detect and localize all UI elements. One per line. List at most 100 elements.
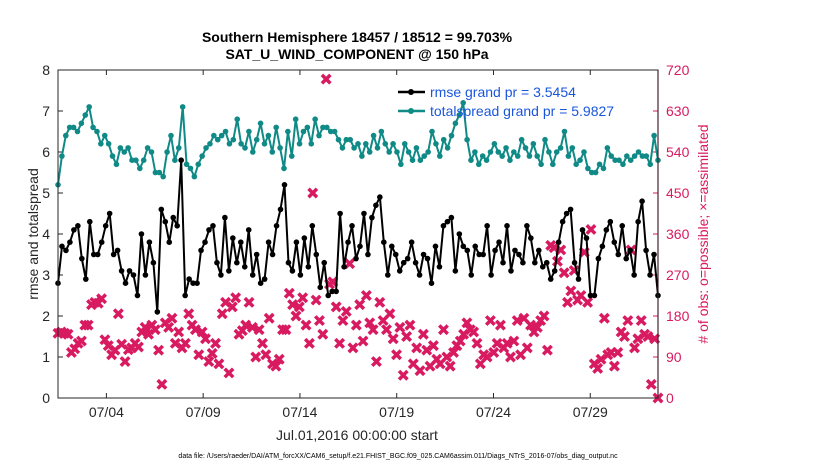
rmse-point	[214, 259, 220, 266]
totalspread-point	[288, 153, 295, 159]
obs-assimilated-marker	[387, 333, 399, 345]
obs-assimilated-marker	[367, 324, 379, 336]
totalspread-point	[390, 141, 396, 147]
rmse-point	[484, 223, 490, 229]
obs-assimilated-marker	[424, 360, 436, 372]
rmse-point	[579, 227, 586, 233]
x-axis-ticks: 07/04 07/09 07/14 07/19 07/24 07/29	[89, 70, 608, 420]
rmse-point	[480, 251, 486, 258]
rmse-point	[59, 243, 65, 250]
x-tick-label: 07/19	[379, 404, 414, 420]
rmse-point	[440, 223, 447, 229]
obs-assimilated-marker	[213, 358, 225, 370]
obs-assimilated-marker	[468, 326, 480, 338]
rmse-point	[249, 272, 256, 278]
rmse-point	[102, 223, 109, 229]
obs-assimilated-marker	[149, 324, 161, 336]
obs-assimilated-marker	[173, 326, 185, 338]
obs-assimilated-marker	[280, 324, 292, 336]
obs-assimilated-marker	[283, 287, 295, 299]
obs-assimilated-marker	[153, 344, 165, 356]
obs-assimilated-marker	[394, 321, 406, 333]
rmse-point	[166, 239, 173, 245]
obs-assimilated-marker	[206, 347, 218, 359]
rmse-point	[488, 272, 494, 278]
totalspread-point	[230, 136, 237, 143]
rmse-point	[476, 251, 482, 258]
rmse-point	[194, 280, 200, 287]
totalspread-point	[70, 124, 77, 131]
rmse-point	[385, 272, 391, 278]
rmse-point	[559, 218, 566, 225]
rmse-point	[528, 235, 534, 241]
totalspread-point	[616, 157, 622, 163]
totalspread-point	[557, 145, 564, 151]
totalspread-point	[495, 149, 502, 155]
obs-assimilated-marker	[250, 351, 262, 363]
rmse-point	[452, 268, 459, 274]
footer-data-file: data file: /Users/raeder/DAI/ATM_forcXX/…	[178, 453, 618, 460]
totalspread-point	[121, 149, 128, 155]
obs-assimilated-marker	[256, 337, 268, 349]
rmse-point	[261, 276, 268, 282]
totalspread-point	[62, 132, 69, 139]
totalspread-point	[585, 165, 591, 172]
rmse-point	[404, 255, 411, 262]
obs-assimilated-marker	[210, 337, 222, 349]
obs-assimilated-marker	[417, 328, 429, 340]
totalspread-point	[581, 149, 587, 155]
totalspread-point	[285, 128, 291, 135]
totalspread-point	[596, 161, 603, 168]
totalspread-point	[304, 124, 311, 131]
rmse-point	[345, 239, 351, 245]
obs-assimilated-marker	[303, 337, 315, 349]
y-left-tick-label: 5	[42, 185, 50, 201]
totalspread-point	[226, 141, 233, 147]
rmse-point	[500, 259, 506, 266]
rmse-point	[432, 243, 439, 250]
rmse-point	[170, 214, 177, 221]
rmse-point	[79, 255, 85, 262]
chart-title-line-2: SAT_U_WIND_COMPONENT @ 150 hPa	[225, 46, 488, 62]
obs-assimilated-marker	[243, 296, 255, 308]
totalspread-point	[246, 128, 252, 135]
obs-assimilated-marker	[454, 335, 466, 347]
totalspread-point	[281, 165, 287, 172]
rmse-line	[57, 159, 659, 313]
totalspread-point	[214, 136, 221, 143]
totalspread-point	[394, 149, 400, 155]
totalspread-point	[479, 153, 486, 159]
rmse-point	[241, 264, 248, 270]
rmse-point	[234, 259, 240, 266]
totalspread-point	[343, 136, 350, 143]
rmse-point	[297, 272, 304, 278]
totalspread-point	[651, 132, 657, 139]
totalspread-point	[316, 132, 322, 139]
totalspread-point	[526, 153, 533, 159]
obs-assimilated-marker	[132, 341, 144, 353]
rmse-point	[301, 235, 308, 241]
totalspread-point	[74, 128, 81, 135]
obs-assimilated-marker	[384, 308, 396, 320]
rmse-point	[305, 264, 312, 270]
obs-assimilated-marker	[538, 310, 550, 322]
obs-assimilated-marker	[183, 308, 195, 320]
rmse-point	[420, 251, 427, 258]
obs-assimilated-marker	[139, 321, 151, 333]
rmse-point	[619, 223, 626, 229]
obs-assimilated-marker	[360, 290, 372, 301]
totalspread-point	[331, 128, 338, 135]
rmse-point	[337, 210, 343, 217]
rmse-point	[75, 223, 81, 229]
totalspread-point	[464, 136, 470, 143]
rmse-point	[182, 292, 188, 299]
obs-assimilated-marker	[438, 324, 449, 336]
totalspread-point	[600, 165, 607, 172]
rmse-point	[218, 272, 224, 278]
totalspread-point	[218, 132, 225, 139]
x-tick-label: 07/24	[476, 404, 511, 420]
rmse-point	[381, 239, 387, 245]
rmse-point	[468, 272, 475, 278]
rmse-point	[122, 280, 129, 287]
rmse-point	[230, 235, 236, 241]
